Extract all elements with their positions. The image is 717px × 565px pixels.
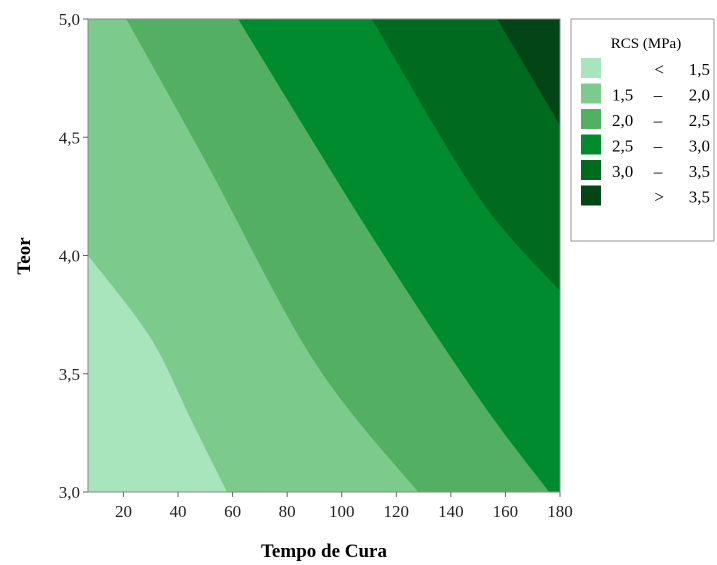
legend-range-dash: – <box>653 162 663 181</box>
y-tick-label: 3,0 <box>59 483 80 502</box>
legend-range-end: 2,0 <box>689 86 710 105</box>
legend-range-end: 3,5 <box>689 188 710 207</box>
y-axis: 3,0 3,5 4,0 4,5 5,0 <box>59 10 88 502</box>
x-tick-label: 120 <box>384 502 410 521</box>
legend-range-dash: – <box>653 86 663 105</box>
legend-swatch <box>581 134 601 155</box>
legend-range-start: 3,0 <box>612 162 633 181</box>
legend-range-dash: – <box>653 137 663 156</box>
x-tick-label: 140 <box>438 502 464 521</box>
legend-swatch <box>581 58 601 78</box>
y-tick-label: 4,5 <box>59 128 80 147</box>
contour-region-5 <box>371 19 560 291</box>
x-tick-label: 180 <box>547 502 573 521</box>
x-axis: 20 40 60 80 100 120 140 160 180 <box>115 492 573 521</box>
y-tick-label: 5,0 <box>59 10 80 29</box>
legend-title: RCS (MPa) <box>611 36 681 52</box>
legend-range-dash: – <box>653 111 663 130</box>
legend-range-end: 1,5 <box>689 60 710 79</box>
legend-range-end: 3,5 <box>689 162 710 181</box>
x-tick-label: 80 <box>279 502 296 521</box>
legend-swatch <box>581 185 601 206</box>
x-tick-label: 20 <box>115 502 132 521</box>
x-tick-label: 100 <box>329 502 355 521</box>
legend-swatch <box>581 83 601 104</box>
x-tick-label: 60 <box>224 502 241 521</box>
legend-range-start: 2,5 <box>612 137 633 156</box>
y-tick-label: 4,0 <box>59 247 80 266</box>
legend-range-start: 1,5 <box>612 86 633 105</box>
legend-box <box>570 18 715 242</box>
y-tick-label: 3,5 <box>59 365 80 384</box>
x-tick-label: 160 <box>493 502 519 521</box>
contour-regions <box>88 19 560 492</box>
legend-range-start: 2,0 <box>612 111 633 130</box>
x-tick-label: 40 <box>170 502 187 521</box>
legend-range-end: 3,0 <box>689 137 710 156</box>
legend-swatch <box>581 109 601 129</box>
legend-swatch <box>581 160 601 180</box>
y-axis-title: Teor <box>14 237 35 275</box>
legend-range-start: > <box>654 188 664 207</box>
x-axis-title: Tempo de Cura <box>261 541 387 562</box>
legend: RCS (MPa) <1,5 1,5 – 2,0 2,0 – 2,5 2,5 – 3,0 3,0 – 3… <box>570 18 715 242</box>
legend-range-end: 2,5 <box>689 111 710 130</box>
legend-range-start: < <box>654 60 664 79</box>
contour-region-6 <box>497 19 560 126</box>
